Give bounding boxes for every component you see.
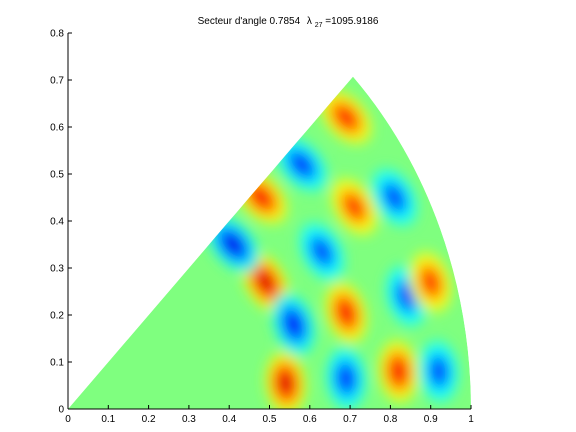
x-tick-label: 0.6 bbox=[303, 414, 317, 425]
x-tick-label: 0.4 bbox=[222, 414, 236, 425]
x-tick-label: 0.7 bbox=[343, 414, 357, 425]
field-lobe-contour bbox=[425, 274, 437, 290]
x-tick-label: 0.1 bbox=[101, 414, 115, 425]
y-tick-label: 0.4 bbox=[50, 217, 64, 228]
axes: 0 0.1 0.2 0.3 0.4 0.5 0.6 0.7 0.8 0.9 1 0 0.1 0.2 0.3… bbox=[50, 29, 474, 426]
field-lobe-contour bbox=[433, 363, 445, 379]
x-tick-label: 0.9 bbox=[424, 414, 438, 425]
field-lobes bbox=[206, 89, 460, 409]
field-lobe bbox=[297, 220, 347, 283]
chart-title-prefix: Secteur d'angle 0.7854 bbox=[198, 16, 301, 27]
y-tick-label: 0.5 bbox=[50, 170, 64, 181]
field-lobe-contour bbox=[388, 190, 401, 205]
field-lobe bbox=[264, 350, 307, 409]
y-tick-label: 0.3 bbox=[50, 264, 64, 275]
x-tick-label: 0.2 bbox=[142, 414, 156, 425]
field-lobe bbox=[324, 345, 368, 409]
field-lobe bbox=[377, 338, 420, 405]
x-tick-label: 0 bbox=[65, 414, 71, 425]
x-tick-label: 0.5 bbox=[263, 414, 277, 425]
field-lobe-contour bbox=[393, 363, 404, 379]
field-lobe bbox=[329, 176, 379, 238]
chart-title-lambda-value: =1095.9186 bbox=[325, 16, 379, 27]
x-tick-label: 0.8 bbox=[383, 414, 397, 425]
field-lobe-contour bbox=[254, 190, 268, 205]
field-lobe-contour bbox=[340, 305, 352, 321]
field-lobe-contour bbox=[348, 199, 361, 214]
field-lobe-contour bbox=[339, 110, 353, 125]
field-lobe bbox=[323, 280, 369, 345]
field-lobe-contour bbox=[288, 316, 300, 332]
x-tick-label: 1 bbox=[468, 414, 474, 425]
field-lobe-contour bbox=[340, 370, 352, 387]
field-lobe bbox=[319, 89, 374, 146]
y-tick-label: 0 bbox=[58, 405, 64, 416]
chart-title: Secteur d'angle 0.7854 λ 27 =1095.9186 bbox=[198, 16, 379, 30]
y-tick-label: 0.1 bbox=[50, 358, 64, 369]
field-lobe-contour bbox=[295, 157, 309, 172]
field-lobe bbox=[408, 249, 453, 315]
field-lobe bbox=[417, 338, 460, 405]
field-lobe bbox=[370, 166, 419, 229]
field-surface bbox=[68, 76, 471, 409]
chart-title-lambda: λ bbox=[307, 16, 312, 27]
field-lobe-contour bbox=[315, 244, 328, 259]
field-lobe-contour bbox=[400, 288, 413, 304]
y-tick-label: 0.2 bbox=[50, 311, 64, 322]
chart-title-lambda-subscript: 27 bbox=[315, 22, 323, 29]
y-tick-label: 0.8 bbox=[50, 29, 64, 40]
field-lobe-contour bbox=[259, 274, 272, 290]
sector-domain bbox=[68, 76, 471, 409]
y-ticks: 0 0.1 0.2 0.3 0.4 0.5 0.6 0.7 0.8 bbox=[50, 29, 72, 416]
field-lobe bbox=[271, 292, 317, 357]
x-tick-label: 0.3 bbox=[182, 414, 196, 425]
y-tick-label: 0.7 bbox=[50, 76, 64, 87]
y-tick-label: 0.6 bbox=[50, 123, 64, 134]
x-ticks: 0 0.1 0.2 0.3 0.4 0.5 0.6 0.7 0.8 0.9 1 bbox=[65, 405, 474, 425]
field-lobe-contour bbox=[226, 237, 240, 252]
field-lobe-contour bbox=[280, 375, 292, 391]
